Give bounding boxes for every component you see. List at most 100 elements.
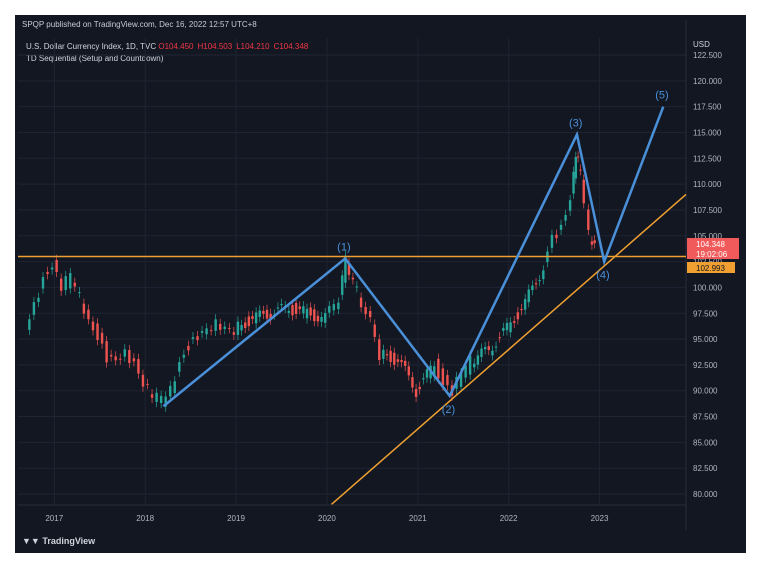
candle-body: [396, 359, 400, 362]
candle-body: [251, 316, 254, 319]
candle-body: [146, 383, 149, 385]
line-price-tag: [687, 262, 735, 273]
candle-body: [254, 312, 258, 324]
candle-body: [538, 280, 541, 282]
candle-body: [316, 315, 320, 322]
candle-body: [328, 306, 331, 313]
candle-body: [576, 156, 580, 158]
candle-body: [64, 276, 67, 291]
candle-body: [341, 275, 344, 295]
x-tick-label: 2022: [500, 514, 518, 523]
indicator-legend[interactable]: TD Sequential (Setup and Countdown): [26, 54, 164, 63]
candle-body: [337, 302, 340, 310]
candle-body: [587, 209, 590, 230]
candle-body: [527, 289, 530, 303]
candle-body: [82, 303, 86, 314]
candle-body: [128, 350, 131, 364]
candle-body: [364, 306, 367, 315]
candle-body: [287, 310, 291, 313]
candle-body: [368, 311, 372, 318]
candle-body: [46, 271, 49, 275]
candle-body: [382, 349, 385, 359]
line-price-value: 102.993: [696, 264, 725, 273]
candle-body: [87, 309, 90, 320]
candle-body: [502, 327, 505, 331]
candle-body: [78, 292, 81, 294]
candle-body: [276, 307, 280, 309]
candle-body: [487, 346, 490, 350]
candle-body: [468, 355, 472, 375]
candle-body: [531, 285, 534, 291]
candle-body: [247, 316, 251, 326]
candle-body: [483, 346, 487, 350]
candle-body: [50, 267, 54, 270]
candle-body: [550, 234, 554, 248]
candle-body: [105, 341, 108, 363]
wave-label: (3): [569, 118, 582, 130]
candle-body: [214, 319, 217, 331]
candle-body: [137, 359, 140, 374]
y-tick-label: 105.000: [693, 232, 722, 241]
wave-label: (2): [442, 404, 455, 416]
candle-body: [228, 327, 231, 329]
candle-body: [258, 310, 261, 317]
candle-body: [505, 322, 509, 331]
candle-body: [55, 259, 58, 272]
x-tick-label: 2023: [591, 514, 609, 523]
tradingview-logo[interactable]: ▼▼ TradingView: [22, 536, 96, 546]
y-tick-label: 82.500: [693, 464, 718, 473]
candle-body: [150, 394, 154, 398]
candle-body: [205, 328, 208, 335]
y-tick-label: 92.500: [693, 361, 718, 370]
candle-body: [480, 348, 483, 358]
candle-body: [200, 331, 204, 333]
y-tick-label: 120.000: [693, 77, 722, 86]
candle-body: [355, 286, 359, 288]
elliott-wave-line: [162, 106, 665, 408]
candle-body: [173, 381, 176, 394]
candle-body: [422, 378, 425, 380]
y-tick-label: 112.500: [693, 154, 722, 163]
candle-body: [313, 309, 316, 322]
currency-label: USD: [693, 40, 710, 49]
chart-frame: [15, 15, 746, 553]
candle-body: [37, 297, 40, 302]
candle-body: [91, 321, 95, 331]
symbol-legend: U.S. Dollar Currency Index, 1D, TVC O104…: [26, 42, 312, 51]
x-tick-label: 2017: [45, 514, 63, 523]
candle-body: [96, 323, 99, 341]
candle-body: [559, 224, 563, 230]
candle-body: [294, 302, 298, 314]
candle-body: [534, 283, 538, 285]
candle-body: [473, 363, 476, 368]
candle-body: [69, 273, 72, 289]
wave-label: (5): [655, 90, 668, 102]
y-tick-label: 110.000: [693, 180, 722, 189]
candle-body: [411, 377, 414, 388]
candle-body: [244, 322, 247, 328]
candle-body: [32, 302, 36, 315]
candle-body: [141, 374, 145, 387]
candle-body: [572, 171, 575, 194]
candle-body: [385, 354, 389, 356]
wave-label: (4): [596, 270, 609, 282]
candle-body: [219, 323, 222, 330]
logo-text: TradingView: [42, 536, 96, 546]
candle-body: [240, 324, 243, 331]
x-tick-label: 2021: [409, 514, 427, 523]
x-tick-label: 2018: [136, 514, 154, 523]
y-tick-label: 122.500: [693, 51, 722, 60]
candle-body: [441, 368, 445, 386]
y-tick-label: 90.000: [693, 387, 718, 396]
candle-body: [446, 375, 449, 386]
x-tick-label: 2020: [318, 514, 336, 523]
x-tick-label: 2019: [227, 514, 245, 523]
candle-body: [344, 255, 347, 283]
candle-body: [223, 326, 226, 329]
candle-body: [187, 345, 190, 351]
close-value: C104.348: [273, 42, 309, 51]
candle-body: [265, 309, 269, 319]
candle-body: [320, 317, 323, 322]
candle-body: [459, 373, 463, 387]
